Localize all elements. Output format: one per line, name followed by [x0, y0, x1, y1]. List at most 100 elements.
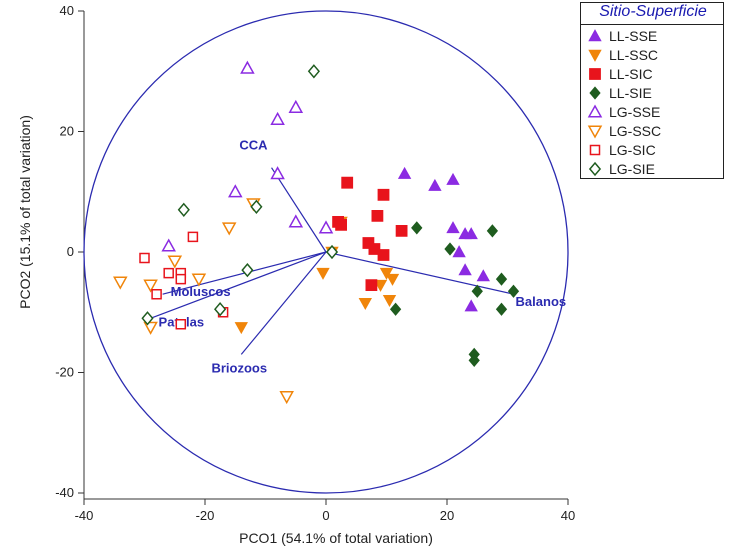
legend-marker	[588, 49, 602, 62]
legend-marker	[588, 161, 602, 177]
vector-briozoos	[240, 251, 327, 355]
vector-balanos	[325, 251, 514, 295]
series-ll-ssc	[234, 216, 400, 335]
data-point	[382, 294, 397, 308]
data-point	[458, 263, 472, 276]
legend-item-ll-sic: LL-SIC	[587, 65, 653, 83]
vector-label-moluscos: Moluscos	[171, 284, 231, 299]
data-point	[228, 184, 243, 198]
y-axis-title: PCO2 (15.1% of total variation)	[17, 115, 33, 309]
legend-divider	[581, 24, 723, 25]
data-point	[495, 272, 508, 286]
data-point	[163, 267, 174, 279]
legend-marker	[589, 144, 601, 156]
data-point	[377, 188, 390, 201]
data-point	[358, 297, 372, 311]
series-ll-sse	[397, 166, 490, 312]
legend-marker-shape	[587, 104, 603, 118]
data-point	[335, 218, 348, 231]
data-point	[177, 202, 190, 217]
vector-label-briozoos: Briozoos	[211, 360, 267, 375]
legend-marker-shape	[589, 68, 601, 80]
data-point	[288, 99, 304, 113]
x-tick-label: -40	[75, 508, 94, 523]
x-tick-label: 0	[322, 508, 329, 523]
data-point	[365, 279, 378, 292]
legend-item-lg-sse: LG-SSE	[587, 103, 660, 121]
legend-marker	[589, 86, 601, 100]
legend-label: LG-SSC	[609, 123, 662, 139]
y-tick-label: 0	[67, 244, 74, 259]
data-point	[428, 178, 442, 191]
data-point	[373, 279, 388, 292]
data-point	[341, 176, 354, 189]
data-point	[411, 221, 423, 235]
data-point	[468, 353, 480, 368]
legend-item-ll-ssc: LL-SSC	[587, 46, 658, 64]
x-axis-title: PCO1 (54.1% of total variation)	[239, 530, 433, 546]
point-layer	[113, 60, 520, 405]
legend-label: LG-SSE	[609, 104, 661, 120]
data-point	[141, 311, 154, 326]
vector-layer: CCABalanosMoluscosPatelasBriozoos	[150, 138, 566, 375]
data-point	[371, 209, 384, 222]
data-point	[385, 273, 400, 286]
data-point	[395, 224, 408, 237]
data-point	[214, 302, 227, 317]
data-point	[316, 267, 330, 280]
legend-label: LL-SSC	[609, 47, 659, 63]
data-point	[307, 64, 320, 79]
legend-item-lg-ssc: LG-SSC	[587, 122, 661, 140]
legend-marker	[587, 125, 603, 139]
x-tick-label: -20	[196, 508, 215, 523]
data-point	[221, 222, 237, 236]
data-point	[476, 269, 490, 282]
data-point	[288, 214, 304, 228]
y-tick-label: 40	[60, 3, 74, 18]
data-point	[507, 284, 520, 298]
data-point	[175, 273, 187, 285]
data-point	[397, 166, 412, 179]
legend-marker	[589, 68, 601, 80]
x-tick-label: 40	[561, 508, 575, 523]
data-point	[139, 252, 150, 264]
data-point	[471, 284, 483, 298]
legend-marker-shape	[589, 86, 601, 100]
data-point	[444, 242, 456, 256]
data-point	[167, 255, 183, 269]
data-point	[486, 224, 499, 238]
legend-label: LL-SIE	[609, 85, 652, 101]
legend-marker-shape	[588, 29, 602, 42]
y-tick-label: 20	[60, 124, 74, 139]
correlation-circle	[83, 10, 569, 494]
data-point	[325, 244, 339, 260]
data-point	[270, 111, 285, 125]
data-point	[187, 231, 199, 243]
legend-label: LL-SSE	[609, 28, 658, 44]
legend-item-lg-sie: LG-SIE	[587, 160, 655, 178]
data-point	[151, 288, 162, 300]
data-point	[143, 279, 158, 293]
data-point	[270, 166, 285, 180]
correlation-circle-layer	[83, 10, 569, 494]
legend-marker-shape	[587, 125, 603, 139]
series-lg-sie	[141, 64, 339, 326]
data-point	[377, 249, 390, 261]
data-point	[464, 227, 478, 240]
legend: Sitio-Superficie LL-SSE LL-SSC LL-SIC LL-SI…	[580, 2, 724, 179]
data-point	[250, 199, 263, 214]
data-point	[113, 276, 128, 290]
data-point	[279, 391, 294, 405]
y-tick-label: -20	[55, 365, 74, 380]
series-ll-sic	[332, 176, 408, 292]
data-point	[241, 262, 254, 278]
vector-patelas	[150, 251, 327, 319]
data-point	[161, 238, 176, 252]
y-tick-label: -40	[55, 485, 74, 500]
vector-cca	[271, 167, 327, 253]
data-point	[446, 221, 460, 234]
legend-marker	[588, 29, 602, 42]
vector-label-cca: CCA	[239, 138, 268, 153]
legend-item-lg-sic: LG-SIC	[587, 141, 656, 159]
legend-marker-shape	[588, 49, 602, 62]
